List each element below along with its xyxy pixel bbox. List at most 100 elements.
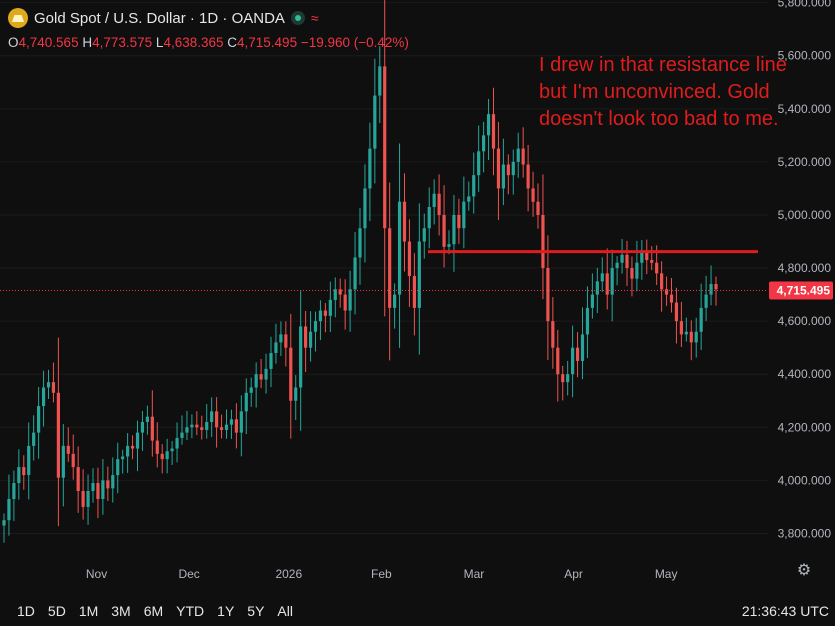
low-key: L	[155, 35, 164, 50]
candle-body	[338, 289, 342, 295]
x-tick-label: May	[655, 567, 678, 581]
candle-body	[397, 201, 402, 295]
candle-body	[511, 161, 515, 176]
bottom-toolbar: 1D 5D 1M 3M 6M YTD 1Y 5Y All 21:36:43 UTC	[0, 596, 835, 626]
candle-body	[368, 148, 372, 189]
symbol-title[interactable]: Gold Spot / U.S. Dollar · 1D · OANDA	[34, 9, 285, 27]
y-tick-label: 4,000.000	[778, 473, 832, 487]
change-value: −19.960 (−0.42%)	[300, 35, 409, 50]
range-button-1d[interactable]: 1D	[17, 603, 35, 619]
candle-body	[244, 392, 248, 412]
candle-body	[323, 310, 327, 316]
current-price-tag: 4,715.495	[769, 281, 833, 300]
x-tick-label: Dec	[178, 567, 199, 581]
candle-body	[501, 164, 505, 189]
candle-body	[318, 310, 323, 322]
wave-icon[interactable]: ≈	[310, 10, 319, 26]
candle-body	[51, 382, 56, 393]
candle-body	[308, 331, 313, 348]
x-tick-label: Feb	[371, 567, 392, 581]
candle-body	[328, 299, 332, 316]
symbol-header[interactable]: Gold Spot / U.S. Dollar · 1D · OANDA ≈	[8, 8, 319, 28]
range-button-all[interactable]: All	[277, 603, 293, 619]
candle-body	[689, 331, 693, 343]
high-value: 4,773.575	[92, 35, 153, 50]
range-button-5d[interactable]: 5D	[47, 603, 66, 619]
range-button-ytd[interactable]: YTD	[176, 603, 205, 619]
x-tick-label: Nov	[86, 567, 107, 581]
candle-body	[571, 347, 575, 375]
candle-body	[437, 193, 441, 215]
candle-body	[106, 480, 110, 489]
candlestick-chart[interactable]: 3,800.000 4,000.000 4,200.000 4,400.000 4,60…	[0, 0, 835, 596]
candle-body	[279, 334, 283, 343]
candle-body	[610, 268, 614, 295]
candle-body	[427, 207, 431, 229]
candle-body	[135, 432, 140, 449]
utc-clock[interactable]: 21:36:43 UTC	[741, 603, 829, 619]
candle-body	[56, 392, 60, 478]
candle-body	[37, 406, 41, 433]
candle-body	[61, 445, 65, 478]
range-button-3m[interactable]: 3M	[111, 603, 131, 619]
candle-body	[239, 411, 243, 433]
candle-body	[506, 164, 510, 176]
candle-body	[195, 424, 199, 428]
candle-body	[556, 347, 560, 375]
candle-body	[650, 260, 654, 263]
candle-body	[407, 241, 412, 277]
range-button-5y[interactable]: 5Y	[247, 603, 265, 619]
candle-body	[630, 268, 634, 279]
candle-body	[477, 151, 481, 176]
candle-body	[541, 214, 545, 269]
candle-body	[145, 416, 149, 422]
candle-body	[17, 467, 21, 484]
candle-body	[412, 276, 416, 308]
low-value: 4,638.365	[163, 35, 224, 50]
candle-body	[46, 382, 51, 388]
candle-body	[76, 467, 80, 491]
candle-body	[417, 241, 421, 308]
candle-body	[432, 193, 436, 208]
range-button-1m[interactable]: 1M	[78, 603, 99, 619]
candle-body	[215, 411, 219, 428]
candle-body	[175, 437, 179, 449]
candle-body	[41, 387, 46, 407]
candles	[2, 0, 718, 543]
candle-body	[462, 201, 466, 229]
range-button-1y[interactable]: 1Y	[217, 603, 235, 619]
live-dot-icon	[290, 11, 305, 25]
candle-body	[190, 424, 194, 428]
candle-body	[585, 307, 590, 335]
candle-body	[388, 228, 392, 308]
svg-text:4,715.495: 4,715.495	[777, 283, 831, 297]
candle-body	[249, 387, 253, 393]
candle-body	[86, 490, 90, 507]
price-axis[interactable]: 3,800.000 4,000.000 4,200.000 4,400.000 4,60…	[778, 0, 832, 540]
y-tick-label: 5,600.000	[778, 49, 832, 63]
gear-icon[interactable]: ⚙	[796, 562, 812, 579]
candle-body	[294, 387, 298, 401]
candle-body	[664, 289, 669, 295]
candle-body	[714, 283, 718, 290]
range-button-6m[interactable]: 6M	[143, 603, 164, 619]
open-key: O	[8, 35, 19, 50]
candle-body	[170, 448, 174, 452]
candle-body	[284, 334, 288, 348]
candle-body	[343, 294, 347, 311]
candle-body	[66, 445, 70, 454]
y-tick-label: 5,400.000	[778, 102, 832, 116]
candle-body	[180, 432, 184, 438]
y-tick-label: 3,800.000	[778, 526, 832, 540]
candle-body	[531, 188, 535, 202]
candle-body	[185, 427, 189, 433]
candle-body	[32, 432, 36, 446]
annotation-text[interactable]: I drew in that resistance line but I'm u…	[539, 54, 787, 130]
candle-body	[378, 66, 382, 96]
time-axis[interactable]: Nov Dec 2026 Feb Mar Apr May	[86, 567, 678, 581]
candle-body	[111, 475, 115, 489]
close-value: 4,715.495	[237, 35, 298, 50]
candle-body	[200, 427, 204, 430]
candle-body	[684, 331, 688, 335]
y-tick-label: 4,800.000	[778, 261, 832, 275]
